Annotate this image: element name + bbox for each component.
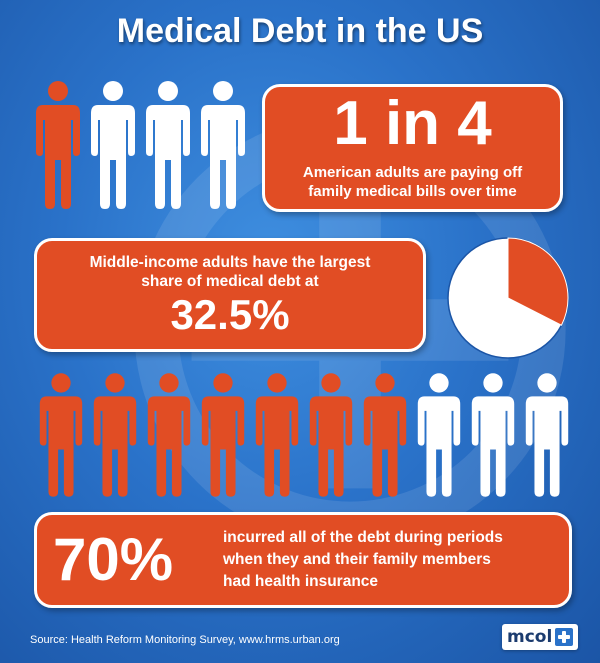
person-figures-70-percent bbox=[34, 370, 574, 500]
person-icon-highlighted bbox=[36, 81, 80, 209]
logo-text: mcol bbox=[507, 627, 553, 647]
stat-description: incurred all of the debt during periods … bbox=[223, 529, 503, 590]
source-citation: Source: Health Reform Monitoring Survey,… bbox=[30, 634, 340, 646]
person-icon bbox=[417, 373, 461, 497]
person-figures-1-in-4 bbox=[30, 80, 250, 210]
stat-description: American adults are paying off family me… bbox=[302, 164, 523, 200]
person-icon bbox=[146, 81, 190, 209]
stat-description: Middle-income adults have the largest sh… bbox=[89, 254, 371, 290]
stat-box-middle-income: Middle-income adults have the largest sh… bbox=[34, 238, 426, 352]
medical-cross-icon bbox=[555, 628, 574, 646]
page-title: Medical Debt in the US bbox=[116, 12, 484, 50]
stat-box-1-in-4: 1 in 4 American adults are paying off fa… bbox=[262, 84, 563, 212]
person-icon-highlighted bbox=[309, 373, 353, 497]
person-icon-highlighted bbox=[363, 373, 407, 497]
person-icon bbox=[91, 81, 135, 209]
person-icon-highlighted bbox=[93, 373, 137, 497]
person-icon-highlighted bbox=[201, 373, 245, 497]
stat-value-70-percent: 70% bbox=[53, 526, 174, 593]
person-icon-highlighted bbox=[147, 373, 191, 497]
pie-slice-highlighted bbox=[507, 237, 569, 326]
person-icon bbox=[471, 373, 515, 497]
stat-value-1-in-4: 1 in 4 bbox=[333, 89, 492, 158]
pie-chart-icon bbox=[447, 237, 569, 359]
person-icon bbox=[525, 373, 569, 497]
person-icon-highlighted bbox=[39, 373, 83, 497]
mcol-logo: mcol bbox=[502, 624, 578, 650]
stat-value-percent: 32.5% bbox=[170, 291, 290, 338]
person-icon-highlighted bbox=[255, 373, 299, 497]
stat-box-70-percent: 70% incurred all of the debt during peri… bbox=[34, 512, 572, 608]
person-icon bbox=[201, 81, 245, 209]
